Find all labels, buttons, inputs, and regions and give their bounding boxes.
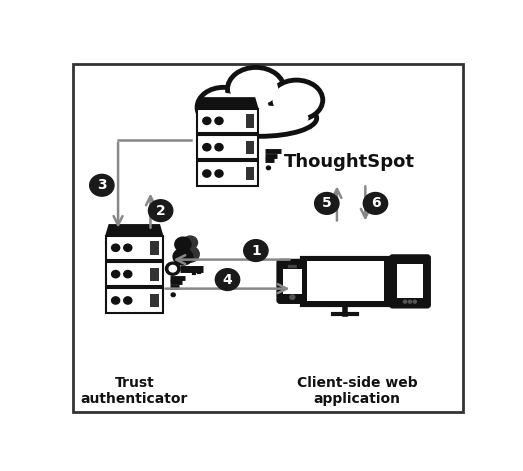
Ellipse shape: [180, 245, 200, 263]
FancyBboxPatch shape: [151, 241, 158, 254]
Circle shape: [215, 117, 223, 124]
Ellipse shape: [203, 93, 244, 122]
Text: ThoughtSpot: ThoughtSpot: [285, 153, 415, 171]
Ellipse shape: [270, 80, 323, 120]
FancyBboxPatch shape: [106, 288, 163, 313]
FancyBboxPatch shape: [288, 265, 297, 268]
FancyBboxPatch shape: [283, 269, 302, 294]
Circle shape: [215, 170, 223, 177]
Polygon shape: [106, 225, 163, 236]
Circle shape: [124, 270, 132, 278]
Polygon shape: [197, 98, 258, 109]
FancyBboxPatch shape: [197, 162, 258, 186]
Circle shape: [183, 236, 198, 249]
Circle shape: [124, 297, 132, 304]
Text: 6: 6: [371, 196, 380, 211]
Circle shape: [175, 237, 191, 252]
Text: 1: 1: [251, 244, 261, 258]
Circle shape: [165, 262, 180, 275]
Circle shape: [149, 200, 173, 221]
Text: authenticator: authenticator: [81, 392, 188, 406]
Text: application: application: [314, 392, 401, 406]
Circle shape: [363, 193, 388, 214]
Ellipse shape: [228, 67, 285, 111]
Ellipse shape: [203, 100, 317, 136]
FancyBboxPatch shape: [151, 294, 158, 307]
FancyBboxPatch shape: [106, 236, 163, 260]
Text: 5: 5: [322, 196, 332, 211]
Circle shape: [90, 174, 114, 196]
Circle shape: [290, 295, 295, 300]
Circle shape: [244, 240, 268, 261]
Circle shape: [124, 244, 132, 252]
FancyBboxPatch shape: [197, 135, 258, 159]
Circle shape: [403, 300, 407, 303]
FancyBboxPatch shape: [390, 256, 429, 307]
Text: Trust: Trust: [115, 376, 154, 390]
Circle shape: [215, 144, 223, 151]
Circle shape: [408, 300, 412, 303]
FancyBboxPatch shape: [246, 141, 254, 154]
Circle shape: [203, 117, 211, 124]
Ellipse shape: [173, 248, 194, 266]
Circle shape: [215, 268, 240, 291]
Circle shape: [111, 244, 120, 252]
FancyBboxPatch shape: [246, 167, 254, 180]
FancyBboxPatch shape: [197, 109, 258, 133]
Circle shape: [315, 193, 339, 214]
Circle shape: [169, 266, 176, 272]
FancyBboxPatch shape: [278, 260, 307, 302]
FancyBboxPatch shape: [151, 268, 158, 281]
FancyBboxPatch shape: [302, 258, 388, 305]
Circle shape: [111, 297, 120, 304]
Circle shape: [111, 270, 120, 278]
Text: 4: 4: [223, 273, 232, 286]
Circle shape: [203, 170, 211, 177]
Ellipse shape: [276, 86, 317, 114]
Text: 2: 2: [156, 203, 165, 218]
Ellipse shape: [211, 106, 309, 131]
FancyBboxPatch shape: [397, 264, 423, 299]
Circle shape: [203, 144, 211, 151]
FancyBboxPatch shape: [246, 114, 254, 128]
Ellipse shape: [197, 87, 250, 127]
FancyBboxPatch shape: [306, 261, 383, 300]
Text: Client-side web: Client-side web: [297, 376, 417, 390]
Circle shape: [171, 293, 175, 297]
FancyBboxPatch shape: [106, 262, 163, 286]
Circle shape: [413, 300, 416, 303]
Text: 3: 3: [97, 178, 107, 192]
Ellipse shape: [234, 73, 278, 106]
Circle shape: [266, 166, 270, 170]
